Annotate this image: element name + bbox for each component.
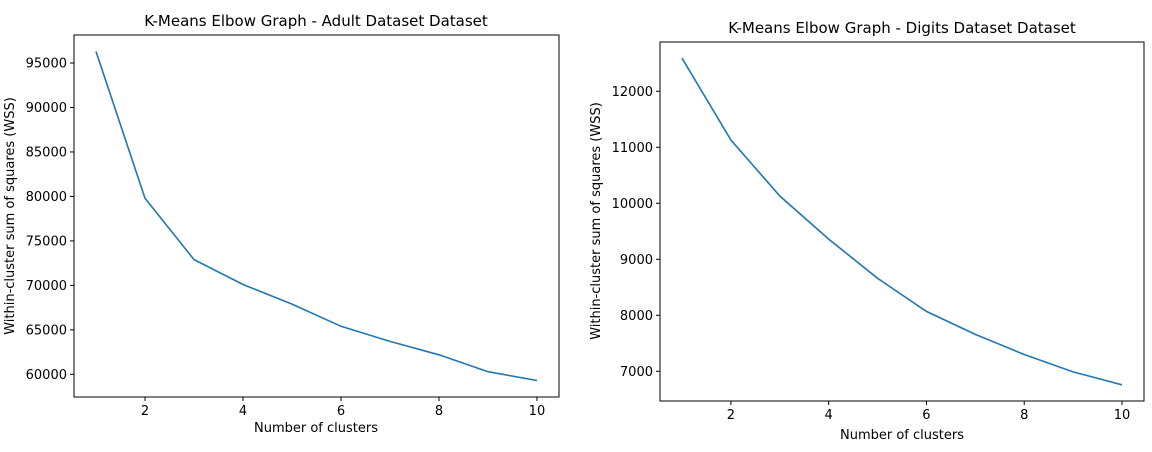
chart-digits-wss-line [681,57,1123,386]
chart-adult-y-tick-label-1: 65000 [26,323,67,338]
chart-adult: K-Means Elbow Graph - Adult Dataset Data… [3,12,560,436]
chart-digits-x-axis-label: Number of clusters [840,428,964,443]
chart-digits-x-tick-label-1: 4 [825,408,833,423]
chart-adult-title: K-Means Elbow Graph - Adult Dataset Data… [144,12,488,30]
chart-digits-x-tick-label-4: 10 [1114,408,1131,423]
chart-digits-x-tick-label-3: 8 [1020,408,1028,423]
chart-digits-x-tick-label-0: 2 [727,408,735,423]
chart-adult-y-axis-label: Within-cluster sum of squares (WSS) [3,97,18,335]
chart-digits-y-ticks: 7000 8000 9000 10000 11000 12000 [612,85,660,380]
chart-digits-y-tick-label-3: 10000 [612,197,653,212]
chart-digits-y-axis-label: Within-cluster sum of squares (WSS) [589,102,604,340]
chart-adult-plot-frame [73,34,560,398]
chart-digits-y-tick-label-2: 9000 [620,253,653,268]
chart-digits-y-tick-label-5: 12000 [612,85,653,100]
chart-adult-x-tick-label-2: 6 [337,404,345,419]
chart-adult-y-tick-label-6: 90000 [26,101,67,116]
chart-adult-x-tick-label-1: 4 [239,404,247,419]
chart-digits-y-tick-label-0: 7000 [620,365,653,380]
chart-adult-y-tick-label-4: 80000 [26,190,67,205]
chart-adult-x-axis-label: Number of clusters [254,421,378,436]
chart-adult-x-tick-label-0: 2 [141,404,149,419]
chart-adult-y-tick-label-0: 60000 [26,368,67,383]
chart-digits-x-ticks: 2 4 6 8 10 [727,401,1131,423]
chart-adult-x-ticks: 2 4 6 8 10 [141,397,545,419]
chart-adult-wss-line [95,51,538,382]
chart-adult-x-tick-label-4: 10 [529,404,546,419]
chart-digits-x-tick-label-2: 6 [922,408,930,423]
chart-digits-plot-frame [659,41,1145,402]
chart-adult-y-tick-label-2: 70000 [26,279,67,294]
chart-adult-y-tick-label-3: 75000 [26,234,67,249]
chart-adult-y-tick-label-7: 95000 [26,57,67,72]
chart-adult-y-ticks: 60000 65000 70000 75000 80000 85000 90000 95000 [26,57,74,383]
chart-digits-y-tick-label-1: 8000 [620,309,653,324]
chart-digits: K-Means Elbow Graph - Digits Dataset Dat… [589,19,1145,443]
chart-digits-title: K-Means Elbow Graph - Digits Dataset Dat… [728,19,1076,37]
chart-adult-x-tick-label-3: 8 [435,404,443,419]
chart-adult-y-tick-label-5: 85000 [26,145,67,160]
chart-digits-y-tick-label-4: 11000 [612,141,653,156]
